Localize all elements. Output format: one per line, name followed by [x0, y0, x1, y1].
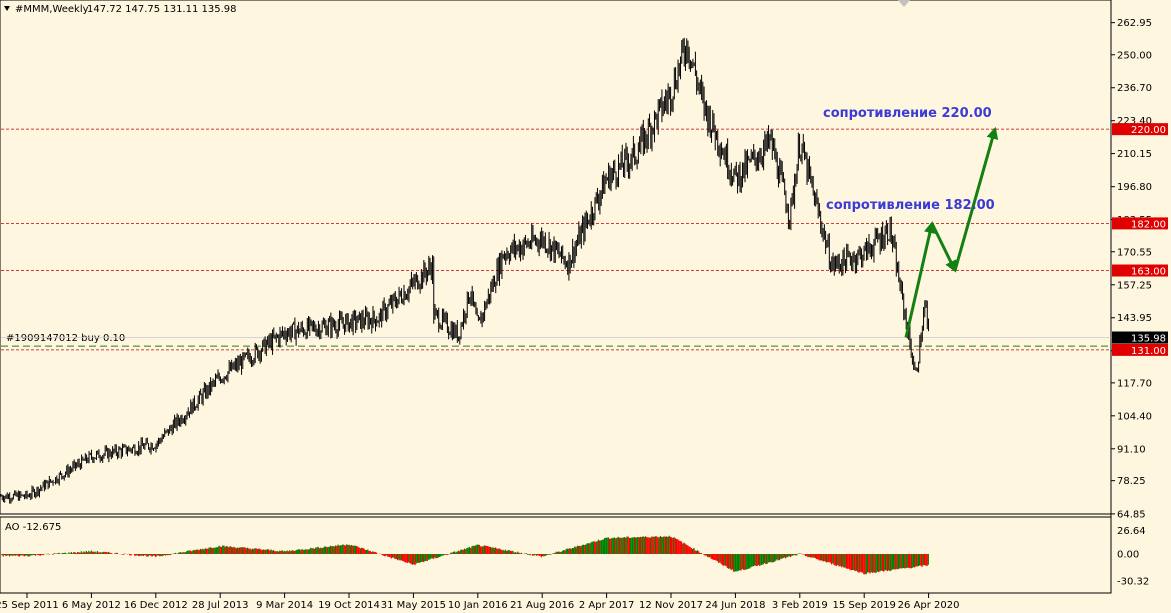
time-tick-label: 10 Jan 2016	[448, 600, 508, 611]
price-tick-label: 223.40	[1117, 116, 1152, 127]
order-line[interactable]: #1909147012 buy 0.10	[1, 333, 1111, 347]
annotations: сопротивление 220.00 сопротивление 182.00	[823, 106, 995, 213]
forecast-arrows	[904, 126, 999, 338]
time-tick-label: 3 Feb 2019	[772, 600, 828, 611]
time-tick-label: 2 Apr 2017	[579, 600, 634, 611]
resistance-annotation: сопротивление 182.00	[826, 198, 995, 213]
level-tag	[1112, 217, 1168, 230]
level-tag	[1112, 343, 1168, 356]
price-tick-label: 91.10	[1117, 444, 1146, 455]
chart-symbol: #MMM,Weekly	[15, 4, 89, 15]
forecast-arrow	[953, 126, 999, 271]
price-tick-label: 157.25	[1117, 280, 1152, 291]
level-tag-label: 182.00	[1131, 219, 1166, 230]
time-tick-label: 19 Oct 2014	[318, 600, 380, 611]
forecast-arrow	[930, 222, 957, 273]
price-tick-label: 236.70	[1117, 83, 1152, 94]
time-axis-ticks: 25 Sep 2011 6 May 2012 16 Dec 2012 28 Jul 2…	[0, 593, 960, 611]
time-tick-label: 28 Jul 2013	[192, 600, 249, 611]
time-tick-label: 26 Apr 2020	[898, 600, 960, 611]
ao-tick-label: -30.32	[1117, 576, 1149, 587]
price-tick-label: 196.80	[1117, 182, 1152, 193]
menu-triangle-icon[interactable]	[4, 6, 10, 11]
level-tag	[1112, 264, 1168, 277]
resistance-annotation: сопротивление 220.00	[823, 106, 992, 121]
level-tag-label: 163.00	[1131, 267, 1166, 278]
price-axis-ticks: 262.95250.00236.70223.40210.15196.80183.…	[1111, 18, 1152, 520]
price-tick-label: 104.40	[1117, 411, 1152, 422]
price-bars	[0, 37, 930, 504]
ao-tick-label: 26.64	[1117, 526, 1146, 537]
ao-tick-label: 0.00	[1117, 550, 1139, 561]
forecast-arrow	[904, 221, 936, 338]
price-tick-label: 117.70	[1117, 378, 1152, 389]
time-tick-label: 9 Mar 2014	[256, 600, 313, 611]
ao-panel-frame	[0, 516, 1112, 594]
price-tick-label: 170.55	[1117, 247, 1152, 258]
time-tick-label: 15 Sep 2019	[833, 600, 896, 611]
time-tick-label: 6 May 2012	[62, 600, 121, 611]
time-tick-label: 31 May 2015	[381, 600, 446, 611]
time-tick-label: 24 Jun 2018	[705, 600, 765, 611]
price-tick-label: 262.95	[1117, 18, 1152, 29]
price-tick-label: 78.25	[1117, 476, 1146, 487]
current-price-tag	[1112, 331, 1168, 344]
ao-title: AO -12.675	[5, 522, 61, 533]
price-tick-label: 250.00	[1117, 50, 1152, 61]
level-tag	[1112, 123, 1168, 136]
time-tick-label: 16 Dec 2012	[124, 600, 188, 611]
resistance-levels	[1, 128, 1111, 351]
current-price-label: 135.98	[1131, 334, 1166, 345]
level-tag-label: 131.00	[1131, 346, 1166, 357]
time-tick-label: 25 Sep 2011	[0, 600, 59, 611]
price-tick-label: 143.95	[1117, 313, 1152, 324]
ao-histogram	[1, 535, 929, 575]
price-tick-label: 210.15	[1117, 149, 1152, 160]
order-label: #1909147012 buy 0.10	[6, 333, 125, 344]
chart-shift-marker-icon[interactable]	[898, 0, 910, 7]
chart-ohlc: 147.72 147.75 131.11 135.98	[87, 4, 237, 15]
time-tick-label: 21 Aug 2016	[510, 600, 574, 611]
price-tick-label: 64.85	[1117, 509, 1146, 520]
time-tick-label: 12 Nov 2017	[639, 600, 703, 611]
level-tag-label: 220.00	[1131, 125, 1166, 136]
ao-axis-ticks: 26.64 0.00 -30.32	[1117, 526, 1149, 588]
